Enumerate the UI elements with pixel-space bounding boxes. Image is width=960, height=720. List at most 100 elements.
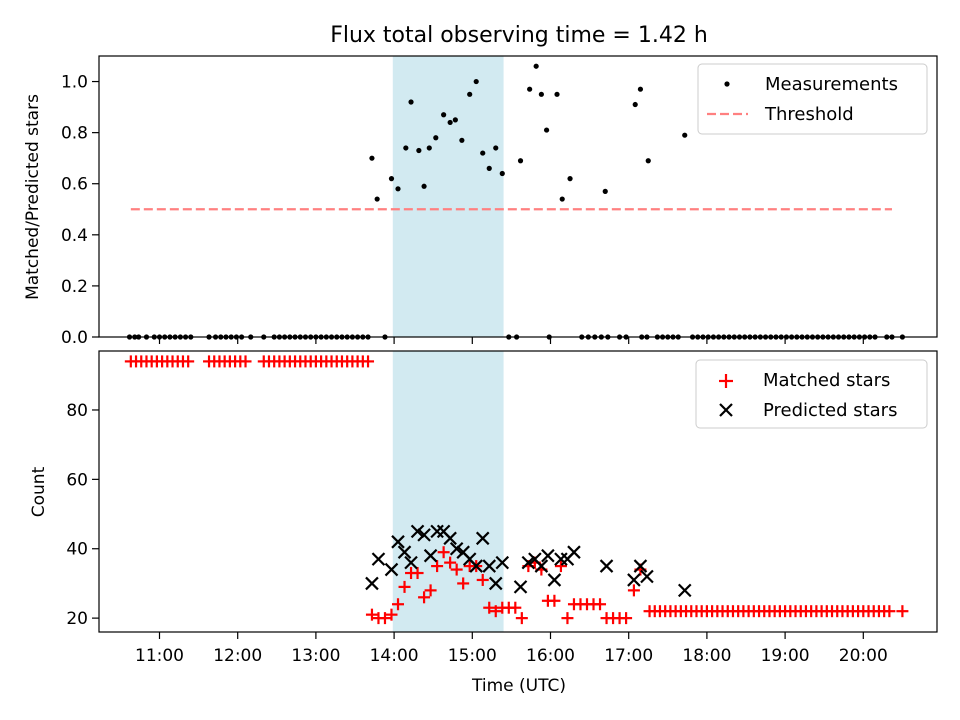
bottom-axes-frame bbox=[98, 350, 938, 633]
measurement-point bbox=[637, 86, 644, 92]
top-y-axis-ticks: 0.0 0.2 0.4 0.6 0.8 1.0 bbox=[61, 73, 99, 348]
measurement-point bbox=[682, 132, 688, 138]
measurement-point bbox=[467, 91, 473, 97]
predicted-star-point bbox=[488, 576, 503, 591]
matched-star-point bbox=[620, 612, 633, 625]
predicted-star-stroke bbox=[534, 559, 549, 573]
measurement-point bbox=[533, 63, 539, 69]
matched-star-point bbox=[378, 612, 391, 625]
measurement-point bbox=[403, 145, 409, 151]
matched-star-point bbox=[896, 605, 909, 618]
legend-matched-label: Matched stars bbox=[763, 370, 890, 391]
matched-star-point bbox=[431, 560, 444, 573]
matched-star-point bbox=[437, 546, 450, 559]
bottom-highlight-span bbox=[392, 351, 504, 632]
matched-star-point bbox=[444, 556, 457, 569]
matched-star-point bbox=[365, 608, 378, 621]
predicted-star-stroke bbox=[469, 559, 483, 573]
y-tick-label: 0.6 bbox=[61, 175, 88, 195]
y-tick-label: 20 bbox=[66, 609, 88, 629]
matched-star-point bbox=[548, 594, 561, 607]
chart-title: Flux total observing time = 1.42 h bbox=[330, 23, 708, 48]
predicted-star-stroke bbox=[391, 535, 405, 549]
measurement-point bbox=[602, 188, 608, 194]
predicted-star-stroke bbox=[371, 552, 386, 566]
matched-star-point bbox=[476, 573, 489, 586]
x-tick-label: 19:00 bbox=[761, 646, 810, 666]
bottom-legend: Matched stars Predicted stars bbox=[695, 359, 928, 429]
y-tick-label: 80 bbox=[66, 401, 88, 421]
x-tick-label: 12:00 bbox=[213, 646, 262, 666]
matched-star-point bbox=[411, 567, 424, 580]
matched-star-point bbox=[483, 601, 496, 614]
predicted-star-stroke bbox=[633, 559, 648, 573]
predicted-star-stroke bbox=[488, 576, 503, 591]
predicted-star-stroke bbox=[528, 552, 542, 566]
predicted-star-stroke bbox=[436, 524, 451, 539]
matched-star-point bbox=[239, 355, 252, 368]
predicted-star-stroke bbox=[397, 545, 412, 559]
predicted-star-point bbox=[391, 535, 405, 549]
predicted-star-stroke bbox=[384, 562, 399, 577]
measurement-point bbox=[543, 127, 550, 133]
x-tick-label: 11:00 bbox=[135, 646, 184, 666]
predicted-star-point bbox=[371, 552, 386, 566]
predicted-star-point bbox=[627, 573, 641, 587]
predicted-star-point bbox=[534, 559, 549, 573]
predicted-star-stroke bbox=[443, 531, 457, 546]
x-tick-label: 13:00 bbox=[291, 646, 340, 666]
measurement-point bbox=[433, 135, 439, 141]
predicted-star-stroke bbox=[521, 555, 536, 570]
top-legend: Measurements Threshold bbox=[697, 63, 928, 135]
measurement-point bbox=[480, 150, 486, 156]
predicted-star-point bbox=[599, 559, 614, 573]
legend-measurements-marker bbox=[724, 81, 730, 87]
matched-star-point bbox=[554, 560, 567, 573]
top-x-axis-ticks bbox=[158, 337, 864, 344]
top-axes-frame bbox=[98, 55, 938, 338]
measurement-point bbox=[395, 186, 401, 192]
predicted-star-point bbox=[541, 548, 555, 563]
predicted-star-stroke bbox=[449, 541, 464, 556]
predicted-star-stroke bbox=[462, 552, 477, 566]
predicted-star-stroke bbox=[456, 545, 470, 559]
measurement-point bbox=[447, 119, 453, 126]
predicted-star-stroke bbox=[423, 548, 438, 563]
measurement-point bbox=[459, 137, 465, 143]
y-tick-label: 0.4 bbox=[61, 226, 88, 246]
legend-predicted-marker bbox=[719, 403, 733, 417]
predicted-star-point bbox=[513, 580, 528, 594]
predicted-star-stroke bbox=[482, 559, 497, 573]
measurement-point bbox=[369, 155, 375, 161]
predicted-star-stroke bbox=[417, 528, 431, 542]
predicted-star-stroke bbox=[365, 576, 379, 591]
y-tick-label: 0.2 bbox=[61, 277, 88, 297]
matched-star-point bbox=[424, 584, 437, 597]
predicted-star-stroke bbox=[677, 583, 692, 598]
y-tick-label: 1.0 bbox=[61, 73, 88, 93]
predicted-star-point bbox=[495, 555, 510, 570]
predicted-star-stroke bbox=[513, 580, 528, 594]
predicted-star-point bbox=[423, 548, 438, 563]
matched-star-point bbox=[398, 580, 411, 593]
measurement-point bbox=[554, 91, 560, 97]
matched-star-point bbox=[385, 608, 398, 621]
bottom-legend-box bbox=[695, 359, 928, 429]
measurement-point bbox=[421, 183, 427, 189]
y-tick-label: 0.8 bbox=[61, 124, 88, 144]
legend-measurements-label: Measurements bbox=[765, 74, 898, 95]
predicted-star-stroke bbox=[495, 555, 510, 570]
measurement-point bbox=[426, 145, 432, 151]
bottom-y-axis-ticks: 20 40 60 80 bbox=[66, 401, 99, 629]
y-tick-label: 40 bbox=[66, 540, 88, 560]
bottom-x-axis-ticks: 11:00 12:00 13:00 14:00 15:00 16:00 17:00 18:00… bbox=[135, 632, 888, 666]
measurement-point bbox=[499, 170, 505, 177]
count-points bbox=[124, 355, 909, 625]
predicted-star-point bbox=[404, 555, 418, 570]
matched-star-point bbox=[627, 584, 640, 597]
legend-predicted-label: Predicted stars bbox=[763, 400, 897, 421]
predicted-star-point bbox=[410, 524, 425, 539]
measurement-point bbox=[388, 176, 395, 182]
x-tick-label: 16:00 bbox=[526, 646, 575, 666]
